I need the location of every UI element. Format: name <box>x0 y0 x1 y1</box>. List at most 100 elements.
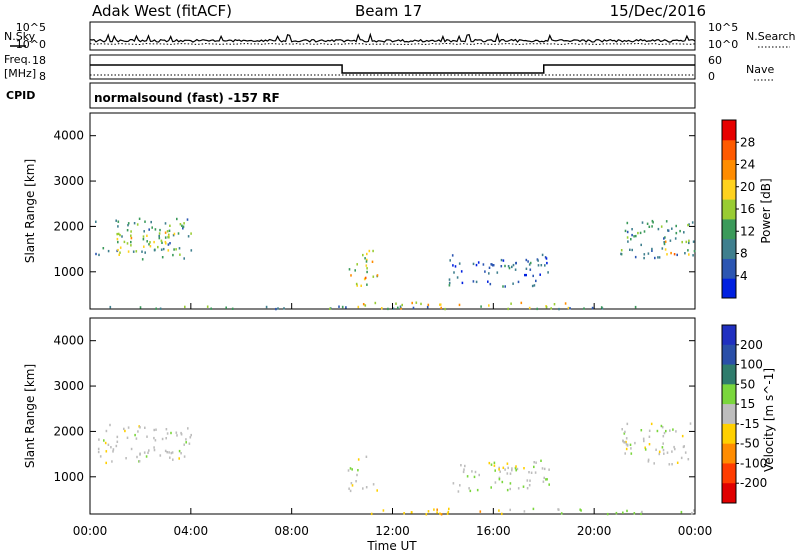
data-cell <box>680 456 683 460</box>
data-cell <box>183 222 185 225</box>
data-cell <box>671 450 673 453</box>
colorbar-tick-label: -50 <box>740 437 760 451</box>
data-cell <box>132 250 135 253</box>
data-cell <box>112 448 115 451</box>
data-cell <box>507 466 509 470</box>
data-cell <box>190 232 192 235</box>
data-cell <box>130 230 132 233</box>
data-cell <box>178 247 181 250</box>
data-cell <box>464 464 466 468</box>
data-cell <box>158 232 161 235</box>
velocity-ylabel: Slant Range [km] <box>23 364 37 468</box>
data-cell <box>154 228 157 231</box>
data-cell <box>167 249 170 252</box>
data-cell <box>622 511 624 514</box>
data-cell <box>154 439 157 442</box>
data-cell <box>160 248 163 251</box>
data-cell <box>629 443 632 446</box>
data-cell <box>545 305 548 309</box>
data-cell <box>135 437 138 440</box>
data-cell <box>187 427 189 430</box>
data-cell <box>488 272 490 275</box>
data-cell <box>175 431 178 434</box>
data-cell <box>448 278 451 281</box>
data-cell <box>350 274 352 277</box>
data-cell <box>148 449 150 452</box>
data-cell <box>349 467 352 470</box>
data-cell <box>657 227 660 231</box>
data-cell <box>164 222 167 225</box>
data-cell <box>648 225 651 228</box>
data-cell <box>277 307 279 310</box>
colorbar-segment <box>722 463 736 484</box>
data-cell <box>529 479 531 482</box>
data-cell <box>362 253 364 257</box>
data-cell <box>412 306 415 310</box>
data-cell <box>693 509 695 512</box>
data-cell <box>640 243 642 247</box>
data-cell <box>670 251 672 255</box>
data-cell <box>652 221 654 224</box>
power-ylabel: Slant Range [km] <box>23 159 37 263</box>
data-cell <box>136 223 139 226</box>
data-cell <box>365 264 368 267</box>
data-cell <box>626 422 629 426</box>
data-cell <box>400 307 402 310</box>
data-cell <box>439 303 442 306</box>
data-cell <box>675 231 678 235</box>
data-cell <box>514 268 517 271</box>
data-cell <box>620 249 623 252</box>
data-cell <box>425 513 428 516</box>
data-cell <box>462 470 465 474</box>
data-cell <box>580 509 582 512</box>
data-cell <box>490 463 493 466</box>
data-cell <box>660 225 663 228</box>
data-cell <box>685 240 688 244</box>
nave-tick-low: 0 <box>708 70 715 83</box>
colorbar-tick-label: 4 <box>740 269 748 283</box>
data-cell <box>184 305 186 309</box>
data-cell <box>647 460 650 463</box>
data-cell <box>170 431 172 435</box>
data-cell <box>546 261 548 265</box>
data-cell <box>153 249 156 252</box>
power-data <box>95 217 696 311</box>
data-cell <box>493 461 496 464</box>
colorbar-segment <box>722 120 736 141</box>
data-cell <box>356 263 358 266</box>
data-cell <box>134 433 136 437</box>
data-cell <box>583 307 585 310</box>
data-cell <box>167 243 170 246</box>
data-cell <box>540 459 542 462</box>
data-cell <box>525 267 528 270</box>
colorbar-segment <box>722 278 736 299</box>
time-axis-label: Time UT <box>366 539 417 553</box>
noise-right-tick-high: 10^5 <box>708 21 738 34</box>
colorbar-segment <box>722 443 736 464</box>
data-cell <box>666 253 668 256</box>
data-cell <box>460 270 463 273</box>
data-cell <box>162 247 165 251</box>
data-cell <box>116 232 118 236</box>
freq-strip <box>89 54 696 80</box>
data-cell <box>528 263 531 266</box>
data-cell <box>123 240 126 244</box>
data-cell <box>553 303 556 306</box>
data-cell <box>530 471 533 474</box>
data-cell <box>165 437 167 440</box>
data-cell <box>449 259 451 262</box>
data-cell <box>500 258 503 262</box>
data-cell <box>372 483 375 486</box>
data-cell <box>472 280 475 283</box>
data-cell <box>634 305 637 309</box>
data-cell <box>145 455 148 458</box>
data-cell <box>623 441 625 444</box>
data-cell <box>179 253 181 256</box>
x-tick-label: 00:00 <box>73 524 108 538</box>
data-cell <box>477 261 480 264</box>
data-cell <box>99 455 102 458</box>
data-cell <box>506 472 509 475</box>
noise-series <box>89 32 696 46</box>
data-cell <box>117 232 120 236</box>
data-cell <box>655 448 657 451</box>
